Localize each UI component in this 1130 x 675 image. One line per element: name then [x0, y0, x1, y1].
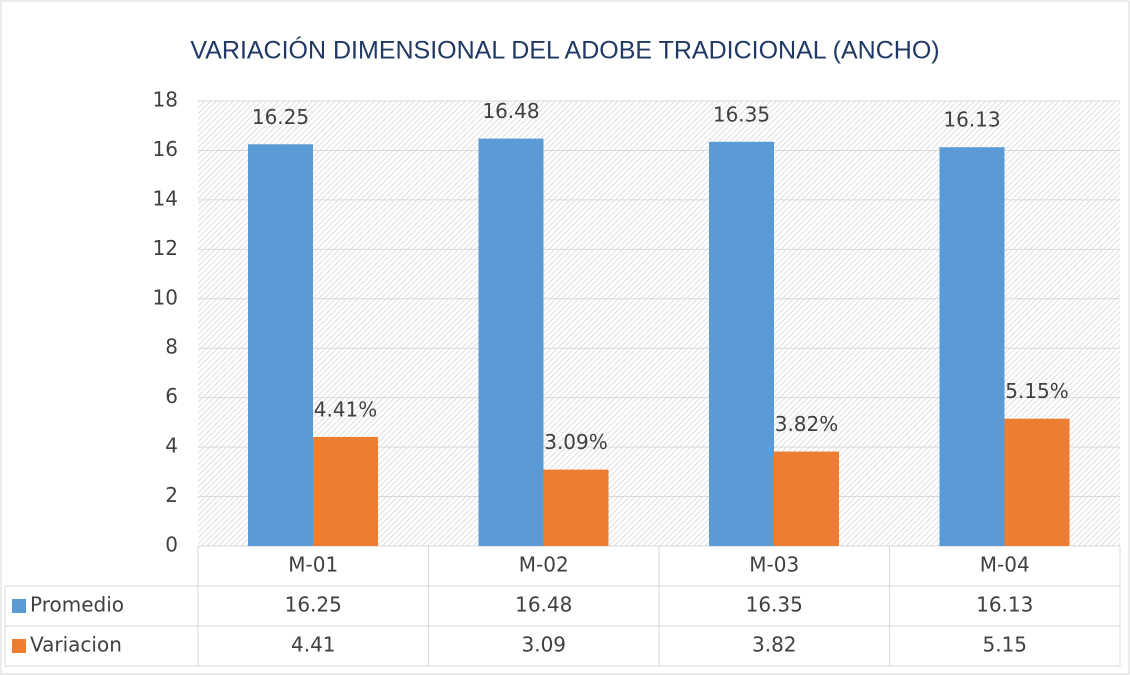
- data-label: 16.48: [482, 99, 539, 123]
- y-tick-label: 4: [165, 434, 178, 458]
- bar: [939, 147, 1005, 546]
- bar: [313, 436, 378, 546]
- legend-key: [12, 639, 26, 653]
- bar: [543, 469, 609, 546]
- legend-label: Promedio: [30, 593, 124, 617]
- data-label: 3.82%: [775, 412, 839, 436]
- table-cell: 3.82: [752, 633, 797, 657]
- y-tick-label: 2: [165, 483, 178, 507]
- y-tick-label: 18: [153, 88, 178, 112]
- y-tick-label: 0: [165, 533, 178, 557]
- legend-label: Variacion: [30, 633, 122, 657]
- chart-title: VARIACIÓN DIMENSIONAL DEL ADOBE TRADICIO…: [190, 36, 939, 65]
- y-tick-label: 8: [165, 335, 178, 359]
- table-cell: 4.41: [291, 633, 336, 657]
- bar: [1004, 418, 1070, 546]
- x-tick-label: M-02: [519, 553, 569, 577]
- table-cell: 3.09: [521, 633, 566, 657]
- table-cell: 16.35: [746, 593, 803, 617]
- table-cell: 5.15: [982, 633, 1027, 657]
- x-tick-label: M-04: [980, 553, 1030, 577]
- y-tick-label: 16: [153, 137, 178, 161]
- table-cell: 16.13: [976, 593, 1033, 617]
- bar: [248, 144, 313, 546]
- table-cell: 16.48: [515, 593, 572, 617]
- data-label: 16.25: [252, 105, 309, 129]
- y-tick-label: 14: [153, 186, 178, 210]
- data-label: 16.13: [943, 108, 1000, 132]
- x-tick-label: M-01: [288, 553, 338, 577]
- data-label: 16.35: [713, 102, 770, 126]
- y-tick-label: 6: [165, 384, 178, 408]
- bar: [478, 138, 544, 547]
- y-tick-label: 12: [153, 236, 178, 260]
- table-cell: 16.25: [285, 593, 342, 617]
- data-label: 4.41%: [314, 397, 378, 421]
- legend-key: [12, 599, 26, 613]
- x-tick-label: M-03: [749, 553, 799, 577]
- y-tick-label: 10: [153, 285, 178, 309]
- bar: [709, 141, 774, 546]
- bar: [774, 451, 839, 546]
- data-label: 5.15%: [1005, 379, 1069, 403]
- data-label: 3.09%: [544, 430, 608, 454]
